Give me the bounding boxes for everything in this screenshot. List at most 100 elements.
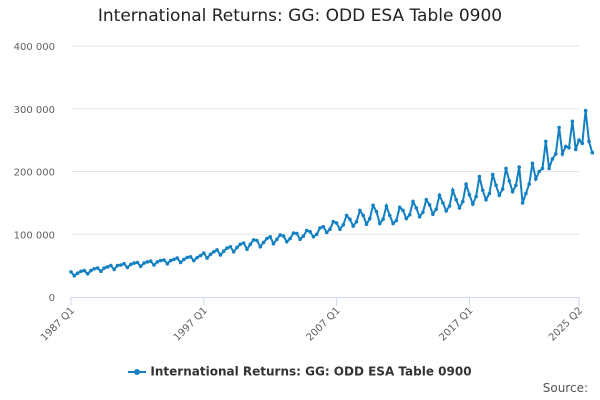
data-point[interactable] [172,257,176,262]
data-point[interactable] [142,261,146,265]
data-point[interactable] [321,224,326,229]
data-point[interactable] [447,204,452,208]
data-point[interactable] [527,182,531,186]
data-point[interactable] [381,217,385,221]
data-point[interactable] [397,205,402,210]
data-point[interactable] [178,260,183,265]
data-point[interactable] [311,235,316,239]
data-point[interactable] [361,213,366,218]
data-point[interactable] [195,255,199,260]
data-point[interactable] [520,201,525,205]
data-point[interactable] [394,218,399,223]
data-point[interactable] [510,189,515,194]
data-point[interactable] [514,183,518,188]
data-point[interactable] [79,269,83,274]
data-point[interactable] [550,157,555,161]
data-point[interactable] [344,213,349,218]
data-point[interactable] [271,241,276,246]
data-point[interactable] [285,240,289,244]
data-point[interactable] [507,179,512,183]
data-point[interactable] [265,236,269,241]
data-point[interactable] [291,231,296,235]
data-point[interactable] [500,187,505,191]
data-point[interactable] [155,260,160,264]
data-point[interactable] [424,197,429,202]
data-point[interactable] [384,204,389,208]
data-point[interactable] [261,240,266,245]
data-point[interactable] [480,188,485,193]
data-point[interactable] [278,233,283,237]
data-point[interactable] [148,259,153,264]
data-point[interactable] [215,248,219,252]
data-point[interactable] [497,193,502,198]
data-point[interactable] [504,166,508,171]
data-point[interactable] [421,210,425,215]
data-point[interactable] [590,150,595,155]
data-point[interactable] [457,206,462,210]
data-point[interactable] [112,267,116,272]
legend[interactable]: International Returns: GG: ODD ESA Table… [0,364,600,379]
data-point[interactable] [145,260,150,264]
data-point[interactable] [368,216,372,221]
data-point[interactable] [138,264,143,269]
data-point[interactable] [364,222,369,226]
data-point[interactable] [583,108,588,113]
data-point[interactable] [427,203,432,207]
data-point[interactable] [490,172,495,177]
data-point[interactable] [441,201,445,205]
data-point[interactable] [451,188,455,193]
data-point[interactable] [122,261,126,266]
data-point[interactable] [235,245,239,250]
data-point[interactable] [221,249,226,253]
data-point[interactable] [231,250,236,254]
data-point[interactable] [544,139,548,144]
data-point[interactable] [295,231,299,236]
data-point[interactable] [560,152,565,156]
data-point[interactable] [328,227,332,231]
data-point[interactable] [255,238,259,243]
data-point[interactable] [251,238,256,242]
data-point[interactable] [484,197,488,202]
data-point[interactable] [281,234,286,238]
data-point[interactable] [308,229,312,234]
data-point[interactable] [75,271,80,276]
data-point[interactable] [487,191,492,196]
data-point[interactable] [228,245,233,249]
data-point[interactable] [132,261,136,265]
data-point[interactable] [547,166,551,171]
data-point[interactable] [404,216,409,221]
data-point[interactable] [105,265,110,269]
data-point[interactable] [69,270,73,274]
data-point[interactable] [461,199,465,204]
data-point[interactable] [248,242,253,247]
data-point[interactable] [95,266,100,270]
data-point[interactable] [125,265,130,270]
data-point[interactable] [577,138,581,142]
data-point[interactable] [477,174,482,179]
data-point[interactable] [102,266,106,270]
data-point[interactable] [92,267,96,271]
data-point[interactable] [371,203,375,208]
data-point[interactable] [218,253,223,257]
data-point[interactable] [192,258,196,263]
data-point[interactable] [304,228,309,233]
data-point[interactable] [407,213,412,217]
source-credit[interactable]: Source: [542,381,588,395]
data-point[interactable] [570,119,575,124]
data-point[interactable] [275,237,279,242]
data-point[interactable] [464,182,468,186]
data-point[interactable] [188,254,193,259]
data-point[interactable] [82,268,87,273]
data-point[interactable] [89,268,93,273]
data-point[interactable] [238,242,243,247]
data-point[interactable] [374,209,379,214]
data-point[interactable] [348,217,352,221]
data-point[interactable] [245,247,249,252]
data-point[interactable] [401,208,405,213]
data-point[interactable] [158,258,163,263]
data-point[interactable] [318,226,322,230]
data-point[interactable] [241,241,246,245]
data-point[interactable] [168,258,173,263]
data-point[interactable] [109,263,113,268]
data-point[interactable] [434,207,439,211]
